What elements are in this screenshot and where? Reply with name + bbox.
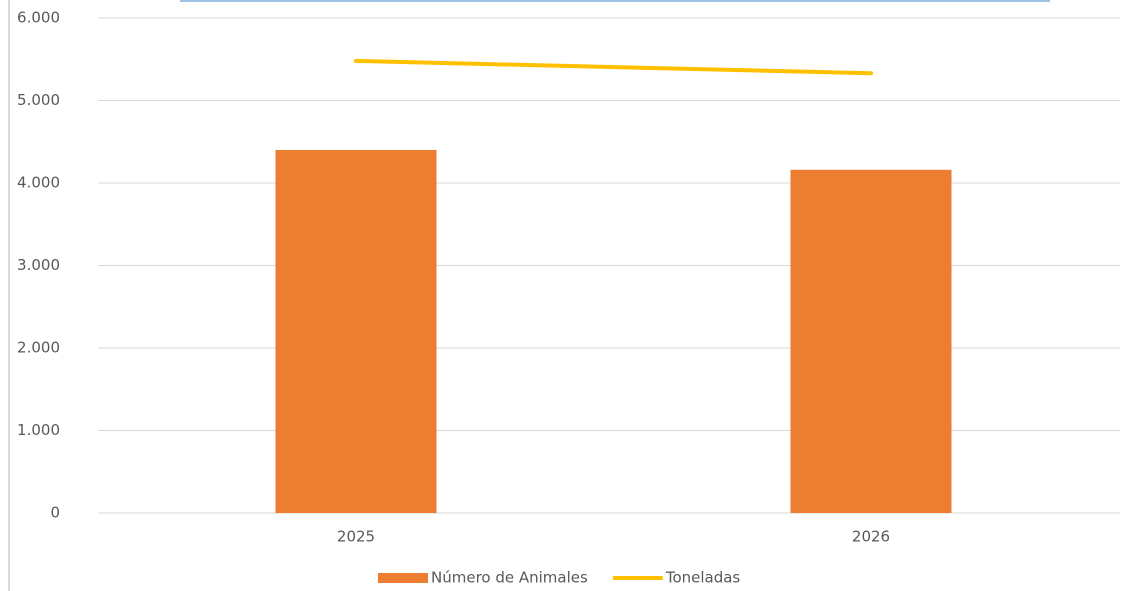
y-tick-label: 5.000 [17,91,60,109]
y-tick-label: 6.000 [17,9,60,27]
bar [790,169,952,514]
x-tick-label: 2026 [852,528,890,546]
y-tick-label: 3.000 [17,256,60,274]
legend-swatch [378,573,428,583]
y-tick-label: 2.000 [17,339,60,357]
legend-label: Toneladas [665,569,741,587]
legend-label: Número de Animales [431,569,588,587]
y-tick-label: 4.000 [17,174,60,192]
x-tick-label: 2025 [337,528,375,546]
y-tick-label: 0 [50,504,60,522]
line [354,58,873,76]
y-tick-label: 1.000 [17,421,60,439]
bar [275,150,437,513]
